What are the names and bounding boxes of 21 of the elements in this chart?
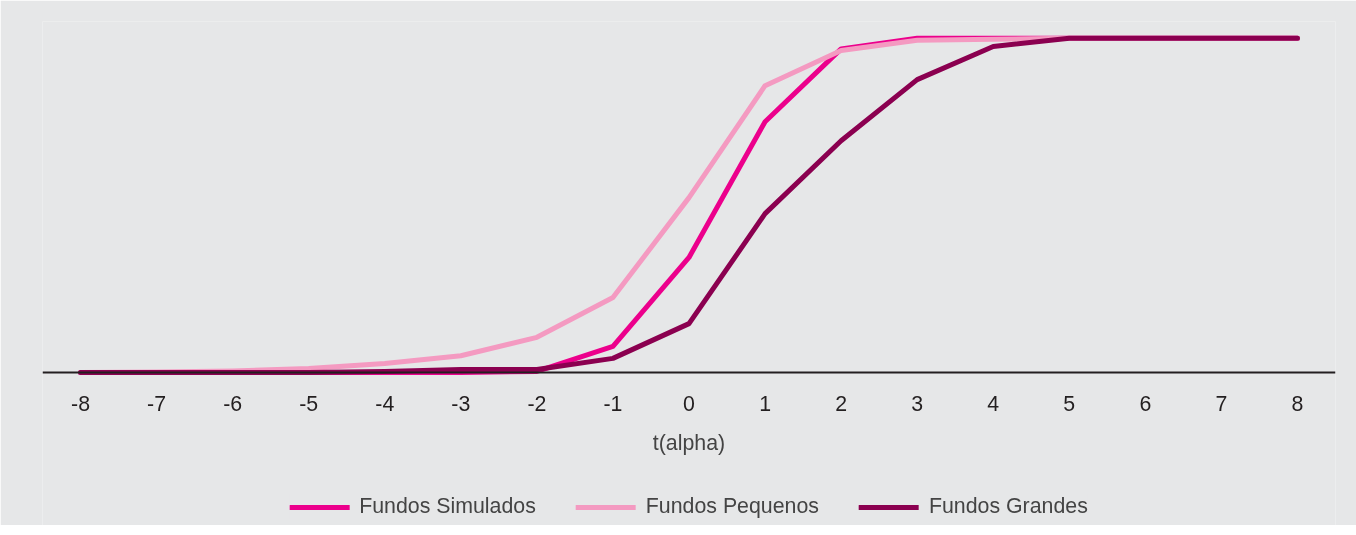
x-tick-label: 3 xyxy=(911,392,924,417)
x-tick-label: -1 xyxy=(603,392,623,417)
x-tick-label: -4 xyxy=(375,392,395,417)
x-tick-label: -3 xyxy=(451,392,471,417)
x-tick-label: -7 xyxy=(147,392,167,417)
x-axis-title: t(alpha) xyxy=(652,430,726,455)
x-tick-label: 6 xyxy=(1139,392,1152,417)
legend-label: Fundos Pequenos xyxy=(645,494,819,519)
legend-label: Fundos Simulados xyxy=(359,494,536,519)
x-tick-label: -6 xyxy=(223,392,243,417)
x-tick-label: -2 xyxy=(527,392,547,417)
x-tick-label: -5 xyxy=(299,392,319,417)
x-tick-label: -8 xyxy=(71,392,91,417)
x-tick-label: 2 xyxy=(835,392,848,417)
x-tick-label: 8 xyxy=(1291,392,1304,417)
x-tick-label: 4 xyxy=(987,392,1000,417)
x-tick-label: 5 xyxy=(1063,392,1076,417)
x-tick-label: 1 xyxy=(759,392,771,417)
legend-label: Fundos Grandes xyxy=(928,494,1088,519)
x-tick-label: 7 xyxy=(1215,392,1228,417)
x-tick-label: 0 xyxy=(683,392,696,417)
